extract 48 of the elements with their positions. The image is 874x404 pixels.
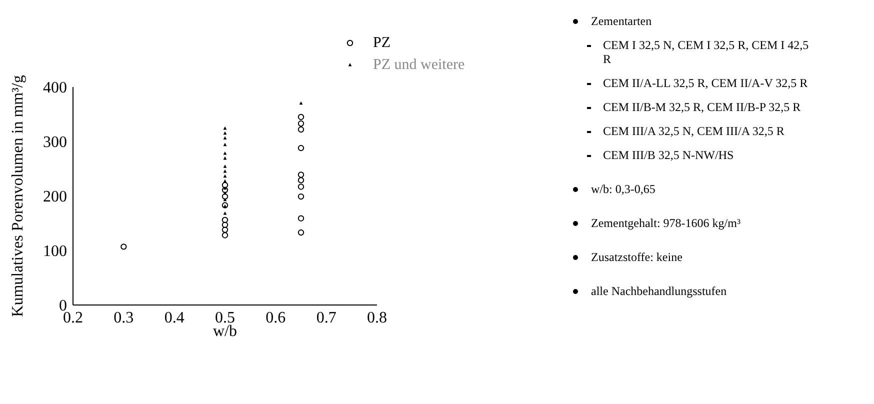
- point: [223, 151, 227, 155]
- text: alle Nachbehandlungsstufen: [591, 284, 727, 298]
- text: CEM II/B-M 32,5 R, CEM II/B-P 32,5 R: [603, 100, 801, 114]
- x-tick-label: 0.7: [316, 309, 336, 326]
- text: CEM I 32,5 N, CEM I 32,5 R, CEM I 42,5 R: [603, 38, 810, 66]
- point: [298, 184, 304, 190]
- point: [298, 172, 304, 178]
- y-tick-label: 100: [43, 243, 67, 260]
- text: CEM III/A 32,5 N, CEM III/A 32,5 R: [603, 124, 784, 138]
- legend-label: PZ: [373, 34, 391, 52]
- text: CEM II/A-LL 32,5 R, CEM II/A-V 32,5 R: [603, 76, 808, 90]
- x-axis-title: w/b: [213, 323, 237, 340]
- point: [222, 182, 228, 188]
- x-tick-label: 0.6: [266, 309, 286, 326]
- point: [298, 177, 304, 184]
- point: [120, 244, 127, 250]
- point: [222, 193, 228, 200]
- text: CEM III/B 32,5 N-NW/HS: [603, 148, 734, 162]
- point: [298, 126, 304, 133]
- point: [298, 120, 304, 127]
- point: [222, 186, 228, 194]
- point: [298, 215, 304, 222]
- y-tick-label: 300: [43, 134, 67, 152]
- point: [298, 193, 304, 200]
- point: [222, 222, 228, 228]
- text: Zementarten: [591, 14, 652, 28]
- text: Zusatzstoffe: keine: [591, 250, 682, 264]
- y-tick-label: 200: [43, 188, 67, 206]
- text: w/b: 0,3-0,65: [591, 182, 656, 196]
- point: [298, 114, 304, 120]
- x-tick-label: 0.8: [367, 309, 387, 326]
- point: [298, 229, 304, 236]
- point: [223, 164, 227, 168]
- x-tick-label: 0.3: [114, 309, 134, 326]
- point: [223, 136, 227, 140]
- point: [222, 226, 228, 233]
- x-tick-label: 0.4: [164, 309, 184, 326]
- point: [223, 179, 227, 183]
- point: [223, 191, 227, 195]
- point: [223, 169, 227, 173]
- point: [222, 216, 228, 224]
- y-axis-title: Kumulatives Porenvolumen in mm³/g: [10, 75, 27, 317]
- legend-label: PZ und weitere: [373, 56, 465, 74]
- point: [298, 144, 304, 152]
- text: Zementgehalt: 978-1606 kg/m³: [591, 216, 741, 230]
- point: [223, 142, 227, 146]
- point: [222, 232, 228, 238]
- y-tick-label: 400: [43, 80, 67, 97]
